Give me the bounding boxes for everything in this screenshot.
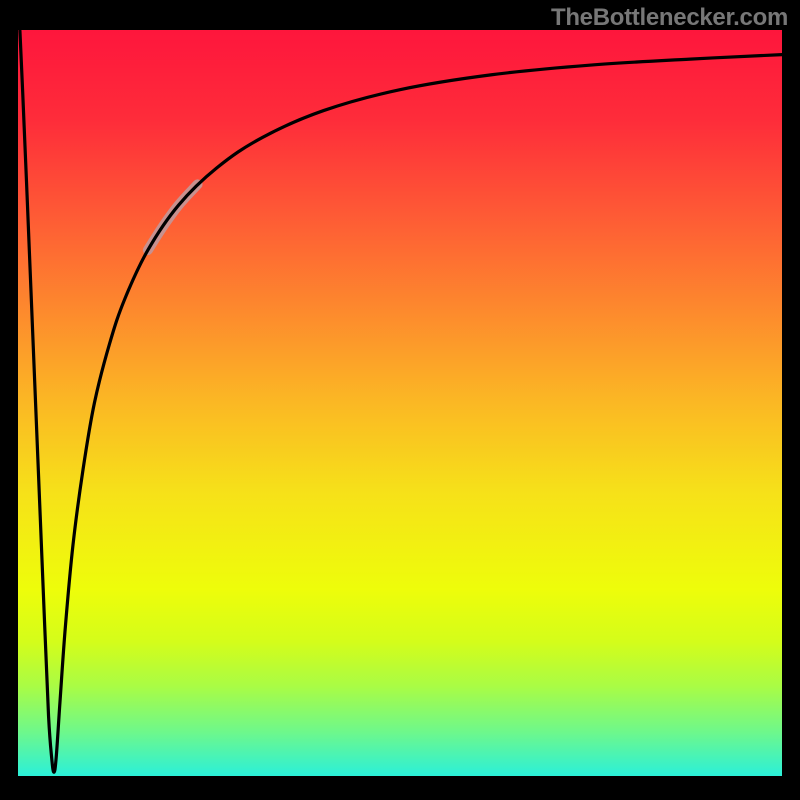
chart-svg xyxy=(0,0,800,800)
watermark-text: TheBottlenecker.com xyxy=(551,4,788,32)
chart-container: { "watermark": { "text": "TheBottlenecke… xyxy=(0,0,800,800)
plot-background xyxy=(18,30,782,776)
